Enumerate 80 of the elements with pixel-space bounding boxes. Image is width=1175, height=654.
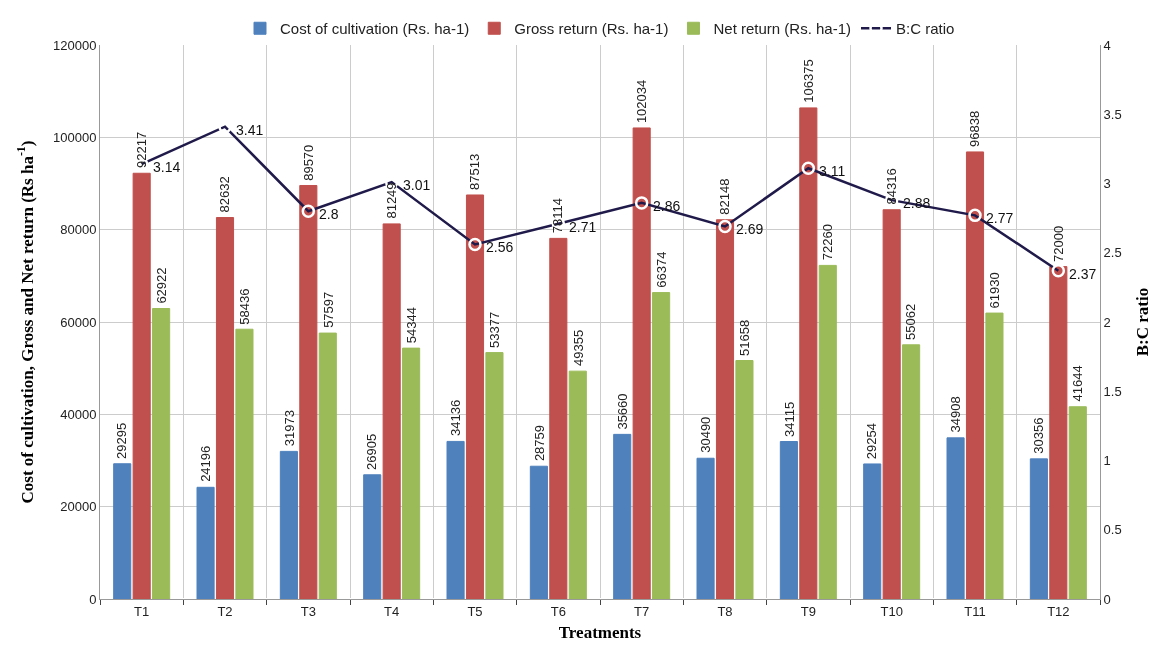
data-label: 51658 (736, 319, 752, 356)
data-label: 29295 (114, 422, 130, 459)
x-tick-label: T10 (880, 603, 903, 619)
x-tick-label: T7 (634, 603, 650, 619)
data-label: 3.01 (403, 177, 431, 193)
data-label: 78114 (550, 198, 566, 234)
data-label: 30490 (698, 416, 714, 453)
data-label: 34908 (947, 396, 963, 433)
data-label: 30356 (1031, 417, 1047, 454)
data-label: 66374 (653, 251, 669, 288)
y2-tick-label: 4 (1103, 37, 1111, 53)
x-tick-label: T11 (964, 603, 986, 619)
x-tick-label: T3 (300, 603, 316, 619)
data-label: 3.11 (819, 163, 846, 179)
data-label: 82632 (217, 176, 233, 213)
y-tick-label: 100000 (53, 129, 97, 145)
data-label: 2.8 (319, 206, 339, 222)
y2-tick-label: 1 (1103, 453, 1111, 469)
y2-tick-label: 2.5 (1103, 245, 1122, 261)
legend-label: B:C ratio (896, 20, 955, 38)
data-label: 72260 (820, 224, 836, 261)
data-label: 2.71 (569, 219, 597, 235)
data-label: 2.77 (986, 210, 1014, 226)
data-label: 92217 (134, 131, 150, 168)
data-label: 57597 (320, 291, 336, 328)
y2-tick-label: 3 (1103, 176, 1111, 192)
data-label: 89570 (300, 144, 316, 181)
x-tick-label: T4 (384, 603, 400, 619)
y-tick-label: 120000 (53, 37, 97, 53)
x-axis-title: Treatments (558, 623, 642, 642)
data-label: 2.56 (486, 239, 514, 255)
data-label: 55062 (903, 303, 919, 340)
data-label: 34115 (781, 401, 797, 437)
y2-axis-title: B:C ratio (1133, 287, 1153, 357)
y-tick-label: 60000 (60, 314, 97, 330)
y2-tick-label: 3.5 (1103, 106, 1122, 122)
data-label: 58436 (237, 288, 253, 325)
data-label: 72000 (1050, 225, 1066, 262)
x-tick-label: T2 (217, 603, 233, 619)
data-label: 62922 (153, 267, 169, 304)
data-label: 81249 (383, 182, 399, 219)
x-tick-label: T9 (800, 603, 816, 619)
data-label: 3.41 (236, 122, 264, 138)
legend-label: Net return (Rs. ha-1) (713, 20, 852, 38)
data-label: 41644 (1070, 365, 1086, 402)
x-tick-label: T8 (717, 603, 733, 619)
x-tick-label: T6 (550, 603, 566, 619)
legend-label: Cost of cultivation (Rs. ha-1) (280, 20, 470, 38)
data-label: 28759 (531, 424, 547, 462)
data-label: 87513 (467, 153, 483, 190)
data-label: 53377 (486, 311, 502, 349)
y-tick-label: 80000 (60, 222, 97, 238)
x-tick-label: T5 (467, 603, 483, 619)
y2-tick-label: 2 (1103, 314, 1111, 330)
data-label: 96838 (967, 110, 983, 147)
x-tick-label: T1 (134, 603, 150, 619)
data-label: 2.69 (736, 221, 764, 237)
data-label: 102034 (634, 79, 650, 124)
data-label: 26905 (364, 433, 380, 471)
data-label: 3.14 (153, 159, 181, 175)
data-label: 106375 (800, 59, 816, 103)
y-tick-label: 0 (89, 591, 97, 607)
y2-tick-label: 0 (1103, 591, 1111, 607)
data-label: 2.37 (1069, 266, 1097, 282)
data-label: 34136 (448, 399, 464, 436)
legend-label: Gross return (Rs. ha-1) (514, 20, 669, 38)
y-tick-label: 20000 (60, 499, 97, 515)
y-tick-label: 40000 (60, 406, 97, 422)
data-label: 54344 (404, 307, 419, 344)
data-label: 84316 (883, 168, 899, 205)
x-tick-label: T12 (1047, 603, 1070, 619)
data-label: 29254 (864, 423, 880, 460)
data-label: 35660 (614, 393, 630, 430)
y2-tick-label: 0.5 (1103, 522, 1122, 538)
data-label: 61930 (987, 272, 1003, 309)
data-label: 24196 (198, 445, 214, 482)
data-label: 31973 (281, 410, 297, 447)
data-label: 82148 (717, 178, 733, 215)
data-label: 49355 (570, 329, 586, 366)
y2-tick-label: 1.5 (1103, 383, 1122, 399)
